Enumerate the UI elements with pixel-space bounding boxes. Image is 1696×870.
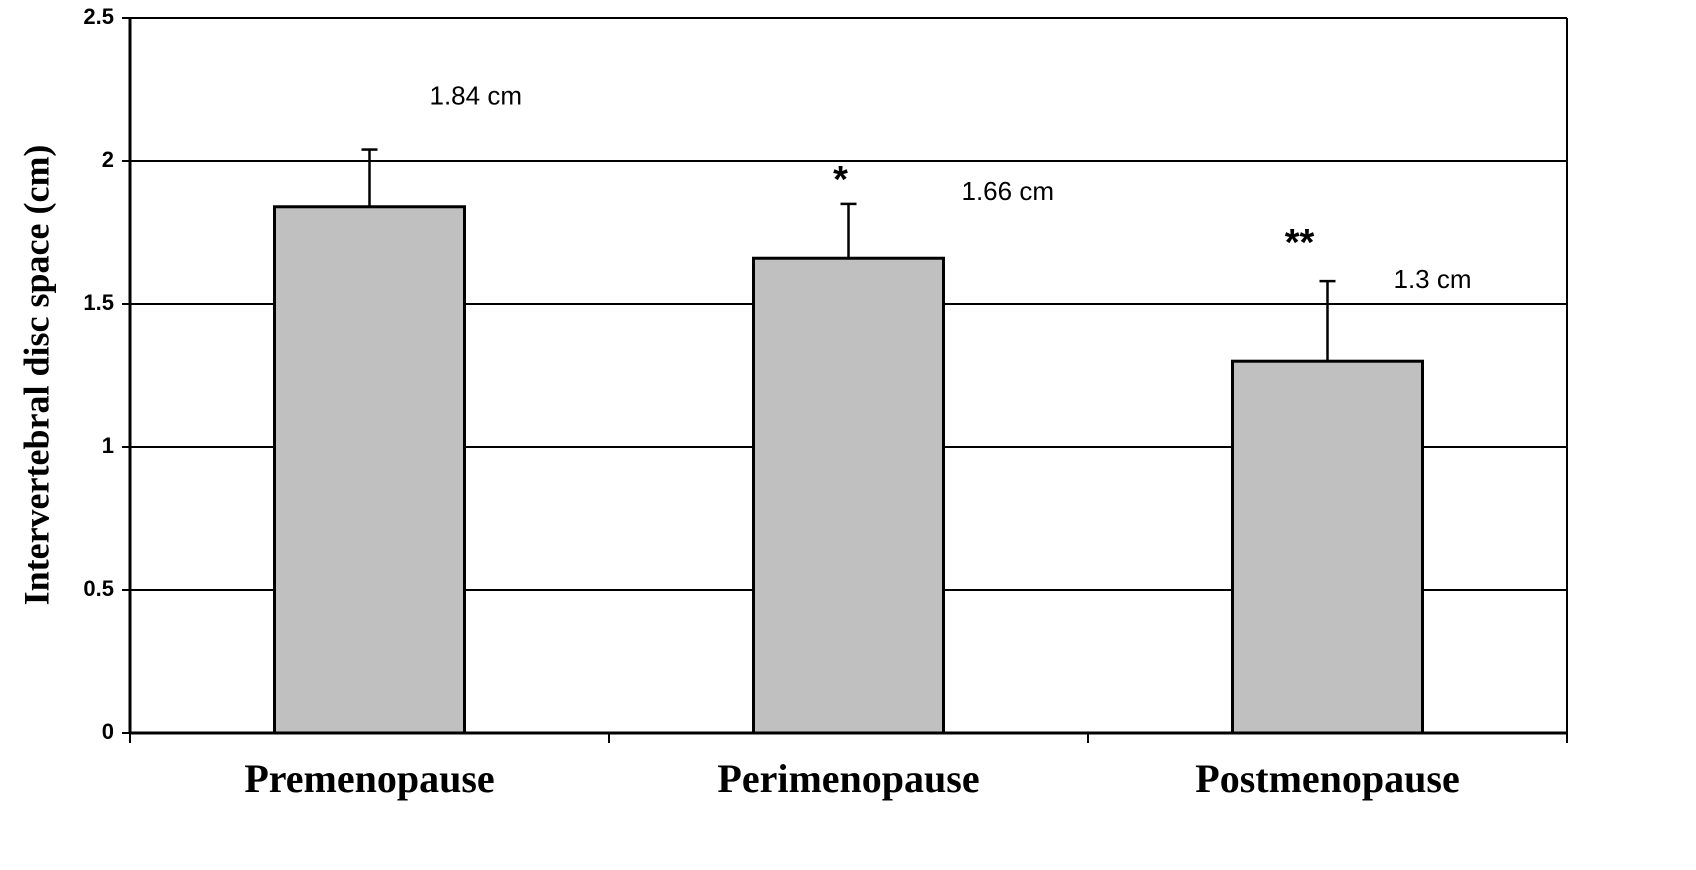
bar <box>752 256 945 735</box>
x-tick-label: Premenopause <box>244 756 494 801</box>
significance-marker: ** <box>1285 222 1315 264</box>
value-label: 1.66 cm <box>962 176 1055 206</box>
x-tick-label: Perimenopause <box>717 756 979 801</box>
significance-marker: * <box>833 159 848 201</box>
y-tick-label: 0.5 <box>83 576 114 601</box>
y-axis-label: Intervertebral disc space (cm) <box>16 145 56 606</box>
y-tick-label: 1 <box>102 433 114 458</box>
value-label: 1.3 cm <box>1394 264 1472 294</box>
y-tick-label: 2.5 <box>83 4 114 29</box>
y-tick-label: 2 <box>102 147 114 172</box>
y-tick-label: 0 <box>102 719 114 744</box>
y-tick-label: 1.5 <box>83 290 114 315</box>
x-tick-label: Postmenopause <box>1195 756 1459 801</box>
bar <box>273 205 466 735</box>
value-label: 1.84 cm <box>430 80 523 110</box>
bar <box>1231 359 1424 735</box>
